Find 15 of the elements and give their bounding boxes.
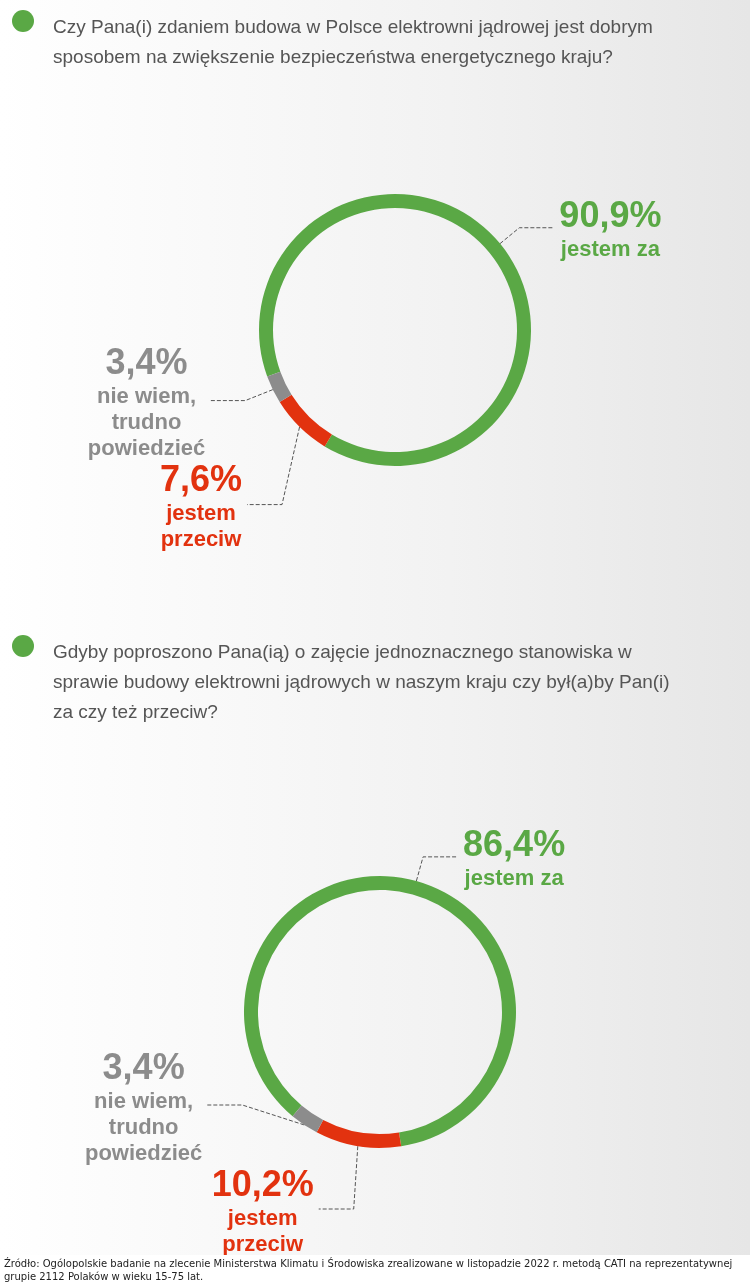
chart-title: Czy Pana(i) zdaniem budowa w Polsce elektrowni jądrowej jest dobrym sposobem na zwiększenie bezpieczeństwa energetycznego kraju? bbox=[53, 15, 659, 67]
slice-label: nie wiem, trudno powiedzieć bbox=[84, 1087, 203, 1165]
data-label: 10,2% bbox=[211, 1162, 314, 1204]
data-label: 3,4% bbox=[105, 341, 188, 383]
data-label: 7,6% bbox=[159, 458, 243, 500]
text: Źródło: Ogólopolskie badanie na zlecenie Ministerstwa Klimatu i Środowiska zrealizowane w listopadzie 2022 r. metodą CATI na reprezentatywnej grupie 2112 Polaków w wieku 15-75 lat. bbox=[3, 1256, 734, 1284]
data-label: 90,9% bbox=[559, 194, 662, 236]
slice-label: jestem przeciw bbox=[222, 1204, 304, 1256]
chart-title: Gdyby poproszono Pana(ią) o zajęcie jednoznacznego stanowiska w sprawie budowy elektrowni jądrowych w naszym kraju czy był(a)by Pan(i) za czy też przeciw? bbox=[53, 640, 675, 722]
slice-label: jestem przeciw bbox=[160, 500, 243, 552]
slice-label: jestem za bbox=[463, 865, 565, 891]
slice-label: jestem za bbox=[559, 236, 661, 262]
data-label: 3,4% bbox=[102, 1045, 185, 1087]
data-label: 86,4% bbox=[463, 823, 566, 865]
slice-label: nie wiem, trudno powiedzieć bbox=[87, 383, 206, 461]
